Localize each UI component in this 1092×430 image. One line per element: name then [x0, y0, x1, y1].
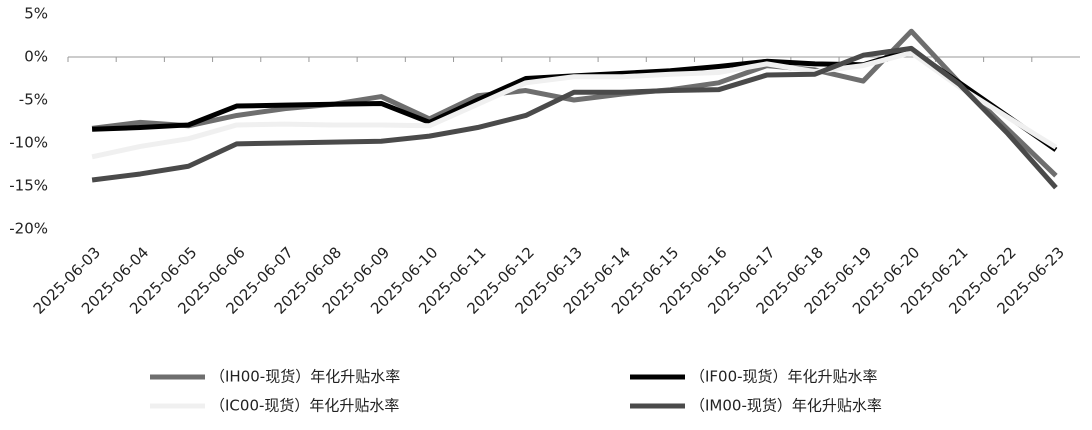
- series-line: [91, 50, 1058, 160]
- y-tick-label: 5%: [24, 5, 48, 23]
- series-line: [91, 28, 1058, 178]
- y-tick-label: 0%: [24, 48, 48, 66]
- legend-label: （IM00-现货）年化升贴水率: [690, 397, 882, 415]
- y-tick-label: -20%: [9, 220, 48, 238]
- legend-label: （IH00-现货）年化升贴水率: [210, 368, 400, 386]
- series-line: [91, 45, 1058, 190]
- y-tick-label: -15%: [9, 177, 48, 195]
- y-tick-label: -5%: [19, 91, 48, 109]
- y-tick-label: -10%: [9, 134, 48, 152]
- legend-label: （IF00-现货）年化升贴水率: [690, 368, 878, 386]
- legend-label: （IC00-现货）年化升贴水率: [210, 397, 399, 415]
